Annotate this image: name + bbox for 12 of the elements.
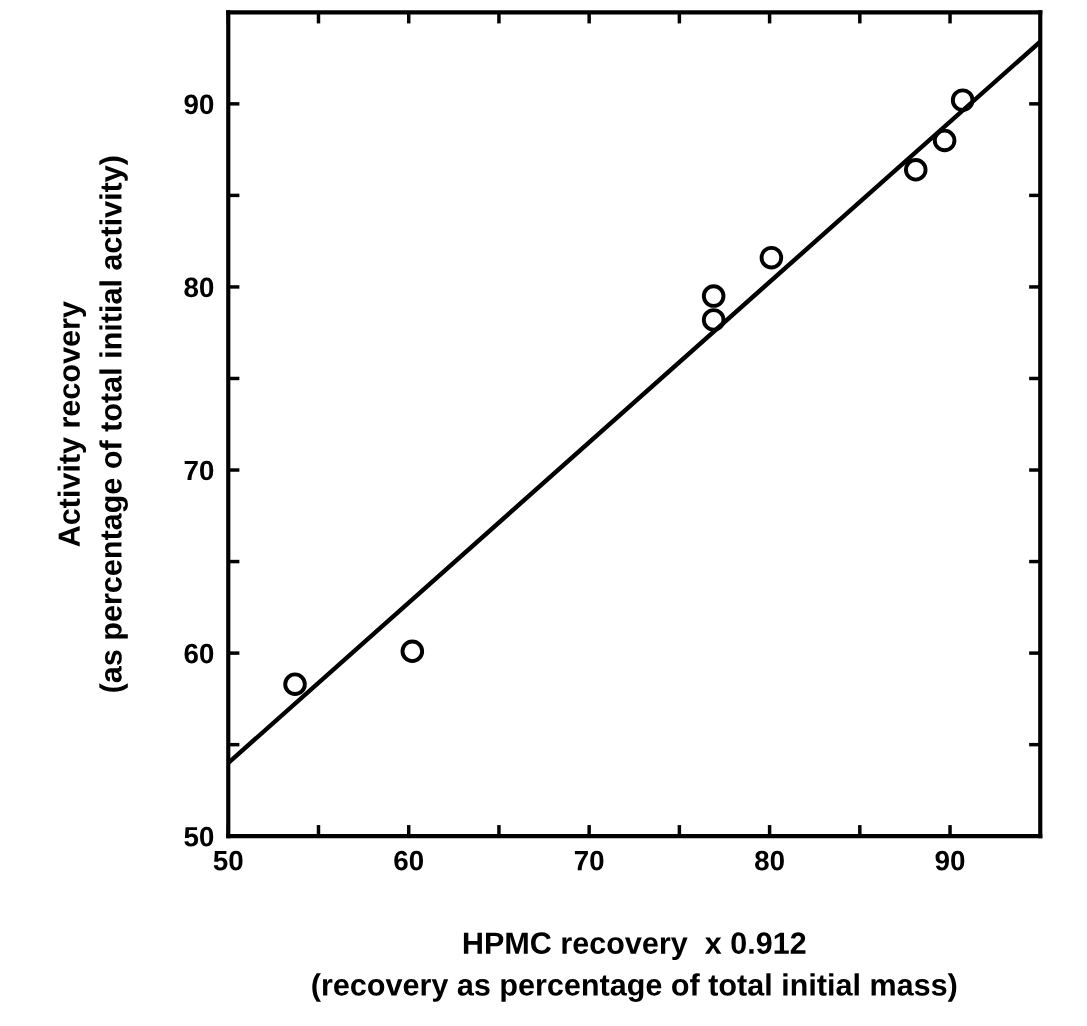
y-axis-title: Activity recovery (as percentage of total initial activity) <box>57 156 128 692</box>
y-tick-label: 60 <box>184 643 214 664</box>
y-tick-label: 80 <box>184 277 214 298</box>
x-tick-label: 50 <box>213 850 243 871</box>
y-tick-label: 70 <box>184 460 214 481</box>
x-tick-label: 60 <box>394 850 424 871</box>
x-axis-title: HPMC recovery x 0.912 (recovery as percentage of total initial mass) <box>312 932 957 1002</box>
x-tick-label: 70 <box>574 850 604 871</box>
y-tick-label: 90 <box>184 94 214 115</box>
x-tick-label: 90 <box>935 850 965 871</box>
x-tick-label: 80 <box>755 850 784 871</box>
y-tick-label: 50 <box>184 826 214 847</box>
